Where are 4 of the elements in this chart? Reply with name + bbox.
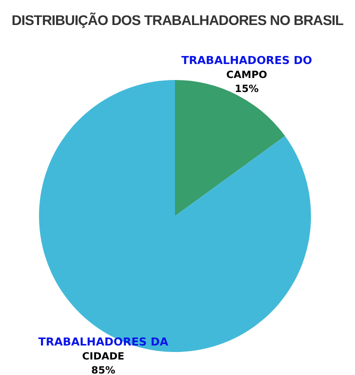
data-label: 85%: [91, 365, 116, 375]
slice-label: TRABALHADORES DO CAMPO: [181, 54, 312, 81]
chart-title: DISTRIBUIÇÃO DOS TRABALHADORES NO BRASIL: [10, 11, 344, 30]
data-label: 15%: [234, 84, 259, 95]
